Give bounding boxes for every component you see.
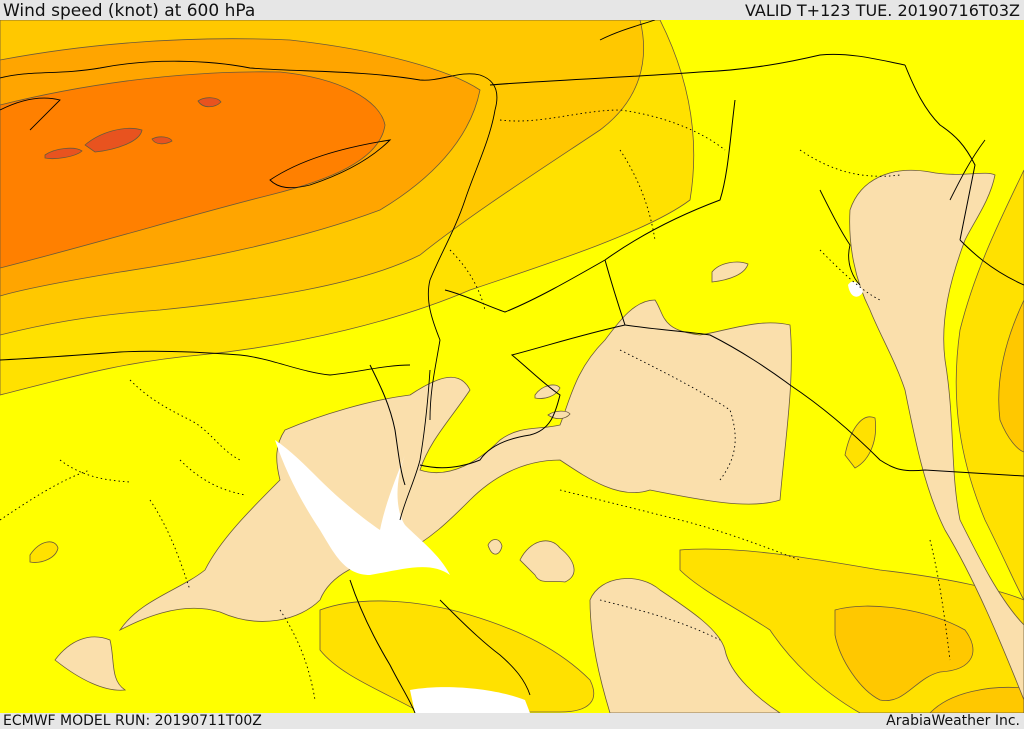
calm-region-west-south: [54, 636, 127, 691]
calm-blob-small-4: [487, 539, 503, 555]
band-very-high-north: [0, 71, 386, 269]
coastlines: [0, 20, 986, 696]
band-moderate-high-east: [998, 299, 1024, 453]
calm-blob-small-1: [711, 261, 749, 283]
blob-moderate-center: [844, 416, 877, 469]
sea-gap-gulf: [275, 440, 450, 575]
model-run: ECMWF MODEL RUN: 20190711T00Z: [3, 713, 262, 729]
calm-region-east: [849, 169, 1024, 713]
credit: ArabiaWeather Inc.: [886, 713, 1020, 729]
sea-gap-east: [848, 281, 863, 297]
admin-lines: [0, 109, 951, 701]
calm-region-central: [118, 299, 792, 632]
band-moderate-east: [955, 169, 1024, 601]
map-title: Wind speed (knot) at 600 hPa: [3, 1, 256, 21]
footer-bar: ECMWF MODEL RUN: 20190711T00Z ArabiaWeat…: [0, 713, 1024, 729]
valid-time: VALID T+123 TUE. 20190716T03Z: [744, 1, 1020, 20]
band-moderate-high-southeast: [834, 605, 974, 701]
borders: [349, 53, 1024, 713]
header-bar: Wind speed (knot) at 600 hPa VALID T+123…: [0, 0, 1024, 20]
blob-moderate-west: [29, 541, 59, 563]
band-extreme-north: [44, 97, 222, 159]
calm-blob-small-3: [519, 540, 575, 583]
calm-region-south: [589, 578, 781, 713]
wind-speed-map: [0, 20, 1024, 713]
map-area: [0, 20, 1024, 713]
sea-gap-south: [410, 687, 530, 713]
